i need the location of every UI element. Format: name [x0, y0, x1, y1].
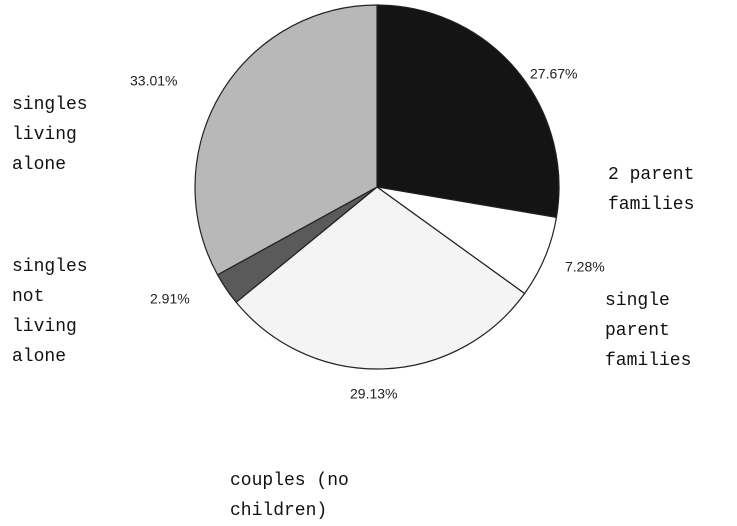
category-label: couples (no children): [230, 471, 349, 521]
value-label: 33.01%: [130, 73, 177, 89]
value-label: 7.28%: [565, 259, 605, 275]
category-label: 2 parent families: [608, 165, 695, 215]
value-label: 27.67%: [530, 66, 577, 82]
pie-slice: [194, 4, 378, 276]
category-label: singles not living alone: [12, 257, 88, 367]
pie-slice: [376, 4, 560, 219]
value-label: 2.91%: [150, 291, 190, 307]
pie-slice: [235, 186, 526, 370]
value-label: 29.13%: [350, 386, 397, 402]
category-label: single parent families: [605, 291, 692, 371]
category-label: singles living alone: [12, 95, 88, 175]
